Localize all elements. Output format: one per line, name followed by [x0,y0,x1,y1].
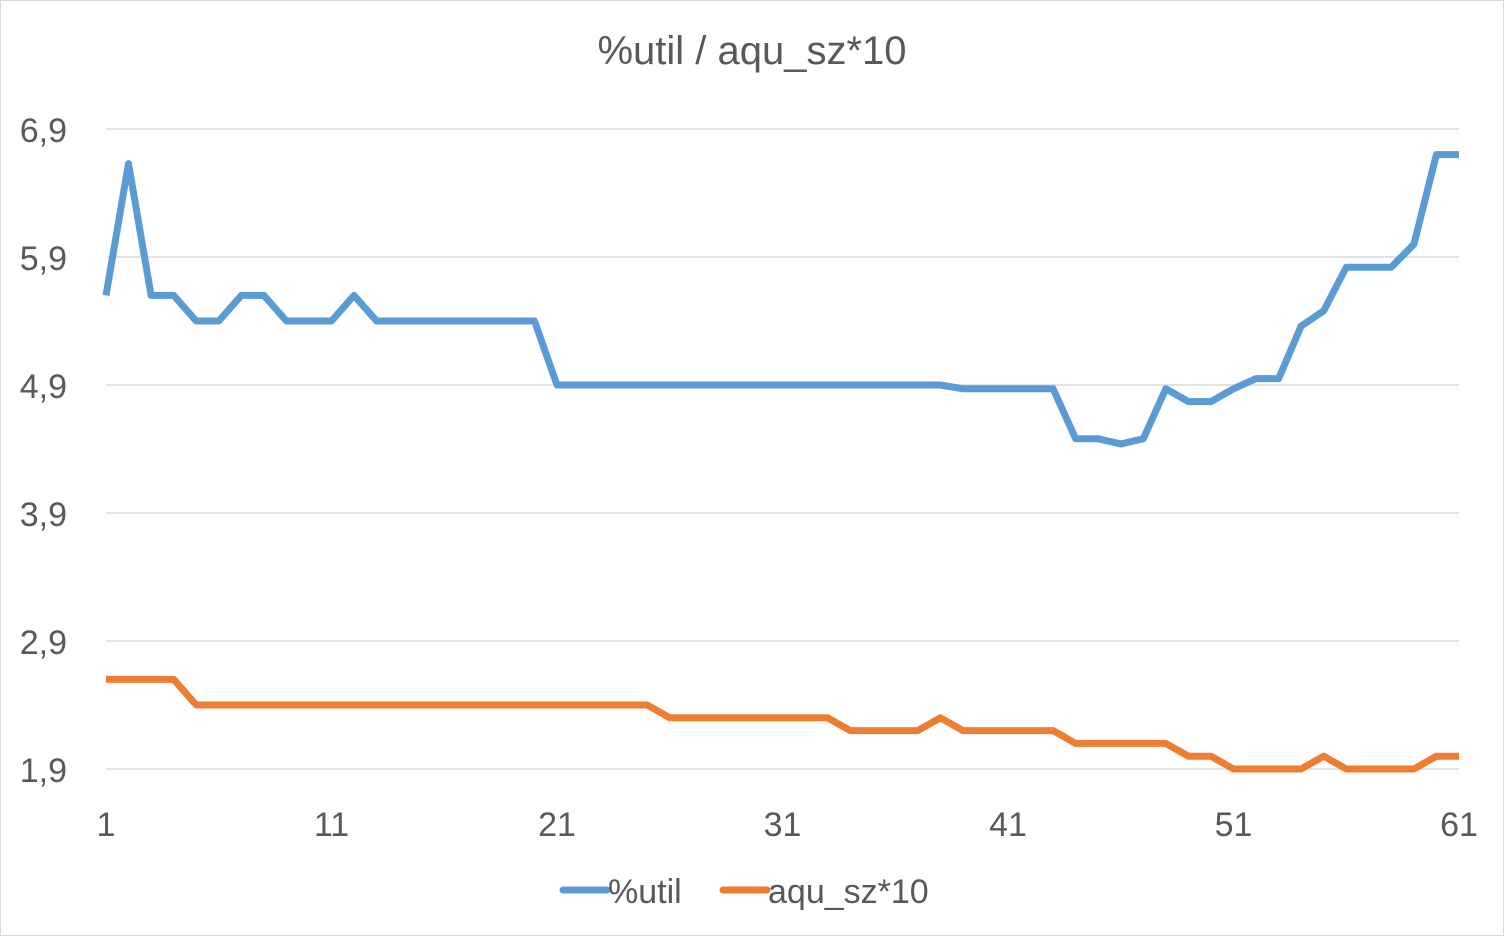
series-line-1 [106,675,1459,773]
y-tick-label: 2,9 [20,624,67,662]
gridlines [106,128,1459,770]
x-tick-label: 11 [314,806,349,844]
x-tick-label: 1 [97,806,116,844]
y-tick-label: 3,9 [20,496,67,534]
series-lines [102,151,1459,773]
legend-label: %util [608,873,682,911]
y-axis-tick-labels: 1,9 2,9 3,9 4,9 5,9 6,9 [20,112,67,790]
chart-title: %util / aqu_sz*10 [597,29,906,73]
x-tick-label: 31 [764,806,802,844]
legend: %util aqu_sz*10 [559,873,929,911]
y-tick-label: 5,9 [20,240,67,278]
y-tick-label: 1,9 [20,752,67,790]
x-tick-label: 61 [1440,806,1478,844]
y-tick-label: 4,9 [20,368,67,406]
x-tick-label: 51 [1215,806,1253,844]
x-tick-label: 21 [538,806,576,844]
x-tick-label: 41 [989,806,1027,844]
legend-label: aqu_sz*10 [768,873,929,911]
x-axis-tick-labels: 1 11 21 31 41 51 61 [97,806,1478,844]
y-tick-label: 6,9 [20,112,67,150]
series-line-0 [102,151,1459,448]
